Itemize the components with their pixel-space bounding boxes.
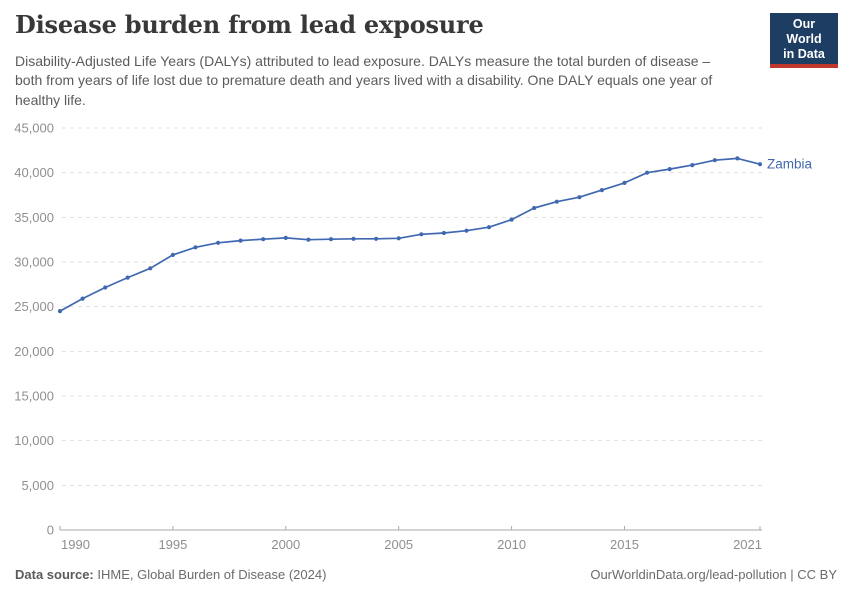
- x-tick-label: 2015: [610, 537, 639, 552]
- x-tick-label: 2010: [497, 537, 526, 552]
- data-point[interactable]: [170, 252, 175, 257]
- data-point[interactable]: [193, 245, 198, 250]
- data-source: Data source: IHME, Global Burden of Dise…: [15, 567, 326, 582]
- y-tick-label: 35,000: [14, 210, 54, 225]
- y-tick-label: 30,000: [14, 255, 54, 270]
- data-point[interactable]: [599, 188, 605, 193]
- data-point[interactable]: [148, 266, 153, 271]
- page-title: Disease burden from lead exposure: [15, 10, 484, 39]
- data-point[interactable]: [554, 199, 559, 204]
- data-point[interactable]: [57, 309, 63, 314]
- data-point[interactable]: [690, 163, 695, 168]
- data-point[interactable]: [306, 237, 311, 242]
- data-point[interactable]: [216, 240, 221, 245]
- zambia-series-line[interactable]: [59, 157, 761, 312]
- x-tick-label: 1990: [61, 537, 90, 552]
- data-point[interactable]: [667, 167, 672, 172]
- data-point[interactable]: [396, 236, 401, 241]
- data-point[interactable]: [80, 296, 85, 301]
- data-point[interactable]: [261, 237, 266, 242]
- data-point[interactable]: [351, 236, 356, 241]
- owid-logo: Our World in Data: [770, 13, 838, 69]
- y-tick-label: 45,000: [14, 121, 54, 136]
- chart-subtitle: Disability-Adjusted Life Years (DALYs) a…: [15, 53, 713, 108]
- data-point[interactable]: [735, 156, 740, 161]
- data-point[interactable]: [328, 237, 334, 242]
- canonical-url-link[interactable]: OurWorldinData.org/lead-pollution: [590, 567, 787, 582]
- license-label: | CC BY: [786, 567, 837, 582]
- data-point[interactable]: [486, 225, 492, 230]
- x-tick-label: 1995: [158, 537, 187, 552]
- data-point[interactable]: [441, 230, 446, 236]
- data-point[interactable]: [509, 217, 514, 222]
- owid-logo-line2: in Data: [783, 46, 825, 61]
- data-point[interactable]: [712, 158, 717, 163]
- data-point[interactable]: [577, 195, 582, 200]
- owid-logo-line1: Our World: [786, 17, 822, 46]
- series-label-zambia[interactable]: Zambia: [767, 157, 813, 172]
- footer-links: OurWorldinData.org/lead-pollution | CC B…: [590, 567, 837, 582]
- data-point[interactable]: [464, 228, 469, 233]
- data-point[interactable]: [125, 275, 130, 280]
- x-tick-label: 2000: [271, 537, 300, 552]
- data-point[interactable]: [532, 205, 537, 211]
- x-tick-label: 2005: [384, 537, 413, 552]
- y-tick-label: 20,000: [14, 344, 54, 359]
- data-point[interactable]: [757, 162, 763, 167]
- data-point[interactable]: [283, 235, 288, 240]
- data-source-label: Data source:: [15, 567, 94, 582]
- chart-footer: Data source: IHME, Global Burden of Dise…: [0, 567, 850, 582]
- data-point[interactable]: [622, 180, 627, 185]
- data-point[interactable]: [103, 285, 108, 290]
- data-point[interactable]: [645, 170, 650, 175]
- data-point[interactable]: [238, 238, 243, 243]
- y-tick-label: 40,000: [14, 165, 54, 180]
- data-point[interactable]: [374, 236, 379, 241]
- data-point[interactable]: [419, 232, 424, 237]
- y-tick-label: 0: [47, 523, 54, 538]
- data-source-value: IHME, Global Burden of Disease (2024): [93, 567, 327, 582]
- y-tick-label: 25,000: [14, 299, 54, 314]
- y-tick-label: 15,000: [14, 389, 54, 404]
- y-tick-label: 10,000: [14, 433, 54, 448]
- x-tick-label: 2021: [733, 537, 762, 552]
- y-tick-label: 5,000: [21, 478, 54, 493]
